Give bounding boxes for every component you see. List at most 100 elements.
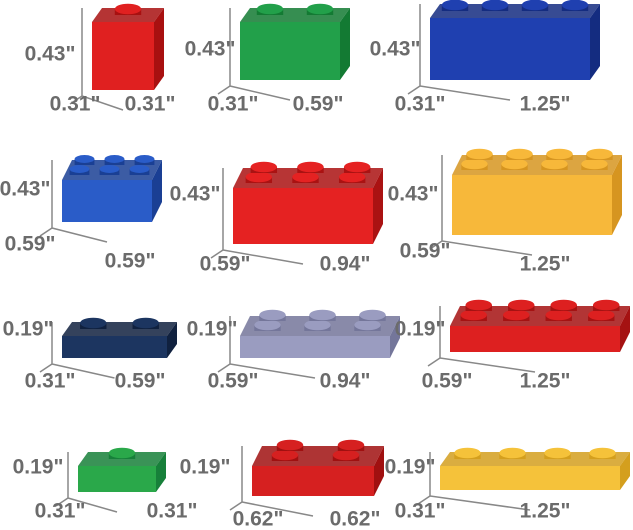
dimension-lines	[407, 4, 511, 101]
stud	[276, 439, 304, 451]
width-label: 0.31"	[125, 93, 176, 116]
brick-top	[450, 306, 630, 326]
stud	[521, 0, 549, 11]
dimension-lines	[39, 322, 115, 379]
stud	[501, 158, 528, 170]
brick-side	[156, 452, 166, 492]
brick-side	[620, 306, 630, 352]
brick	[430, 0, 600, 80]
brick-side	[152, 160, 162, 222]
brick-front	[240, 336, 390, 358]
stud	[589, 447, 616, 459]
stud	[297, 161, 324, 173]
stud	[499, 447, 526, 459]
depth-label: 0.59"	[208, 370, 259, 393]
brick-top	[62, 322, 177, 336]
height-label: 0.43"	[185, 38, 236, 61]
stud	[359, 309, 386, 321]
stud	[338, 171, 366, 183]
dimension-lines	[217, 8, 291, 101]
brick	[440, 447, 630, 490]
brick	[92, 3, 164, 90]
brick-side	[154, 8, 164, 90]
brick	[252, 439, 384, 496]
dimension-lines	[69, 8, 124, 111]
brick	[450, 299, 630, 352]
stud	[292, 171, 319, 183]
stud	[80, 317, 107, 329]
dimension-lines	[217, 316, 316, 379]
stud	[343, 161, 371, 173]
stud	[114, 3, 142, 15]
brick-side	[390, 316, 400, 358]
dimension-lines	[229, 446, 314, 517]
depth-label: 0.59"	[200, 253, 251, 276]
width-label: 0.59"	[293, 93, 344, 116]
depth-label: 0.31"	[395, 93, 446, 116]
height-label: 0.19"	[180, 456, 231, 479]
stud	[332, 449, 360, 461]
height-label: 0.43"	[388, 183, 439, 206]
stud	[104, 155, 125, 163]
brick-front	[92, 22, 154, 90]
height-label: 0.19"	[3, 318, 54, 341]
brick	[233, 161, 383, 244]
brick-front	[452, 175, 612, 235]
width-label: 1.25"	[520, 253, 571, 276]
stud	[134, 155, 155, 163]
height-label: 0.43"	[25, 43, 76, 66]
stud	[250, 161, 278, 173]
brick	[240, 309, 400, 358]
stud	[337, 439, 365, 451]
depth-label: 0.31"	[395, 500, 446, 523]
stud	[99, 165, 120, 173]
stud	[461, 158, 488, 170]
height-label: 0.19"	[187, 318, 238, 341]
width-label: 0.94"	[320, 370, 371, 393]
stud	[129, 165, 150, 173]
brick-side	[612, 155, 622, 235]
stud	[108, 447, 136, 459]
brick-top	[430, 4, 600, 18]
dimension-lines	[417, 452, 531, 511]
stud	[586, 148, 613, 160]
brick	[78, 447, 166, 492]
brick-front	[430, 18, 590, 80]
brick-side	[590, 4, 600, 80]
depth-label: 0.59"	[5, 233, 56, 256]
height-label: 0.19"	[395, 318, 446, 341]
height-label: 0.19"	[385, 456, 436, 479]
brick	[452, 148, 622, 235]
stud	[309, 309, 336, 321]
brick-front	[78, 466, 156, 492]
depth-label: 0.31"	[208, 93, 259, 116]
dimension-lines	[429, 155, 533, 256]
stud	[74, 155, 95, 163]
height-label: 0.43"	[370, 38, 421, 61]
brick-front	[252, 466, 374, 496]
stud	[593, 299, 620, 311]
stud	[271, 449, 299, 461]
width-label: 1.25"	[520, 370, 571, 393]
stud	[466, 148, 493, 160]
stud	[481, 0, 509, 11]
brick-side	[340, 8, 350, 80]
stud	[454, 447, 481, 459]
stud	[561, 0, 589, 11]
brick-top	[440, 452, 630, 466]
dimension-lines	[55, 452, 118, 513]
stud	[506, 148, 533, 160]
stud	[69, 165, 90, 173]
width-label: 1.25"	[520, 93, 571, 116]
height-label: 0.19"	[13, 456, 64, 479]
brick-front	[62, 336, 167, 358]
stud	[256, 3, 284, 15]
stud	[503, 309, 530, 321]
stud	[545, 309, 572, 321]
width-label: 1.25"	[520, 500, 571, 523]
stud	[245, 171, 273, 183]
width-label: 0.62"	[330, 508, 381, 530]
stud	[546, 148, 573, 160]
brick-front	[440, 466, 620, 490]
